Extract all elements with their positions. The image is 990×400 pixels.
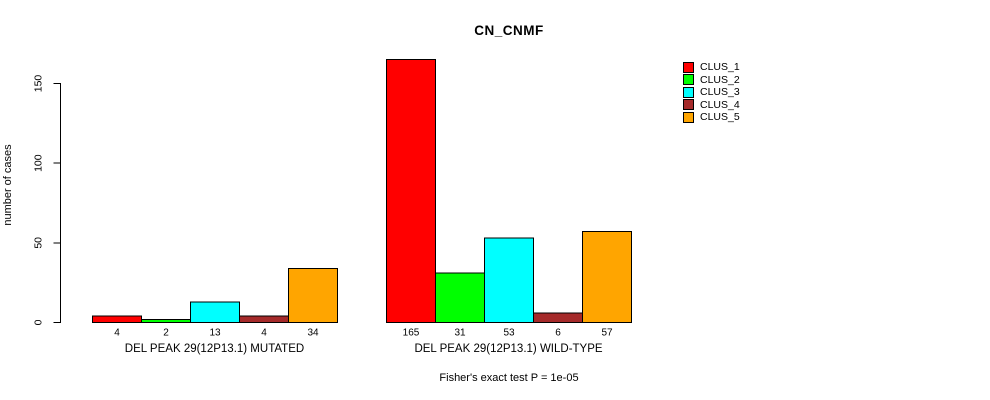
bar-clus_5-group2: [582, 231, 632, 323]
y-tick-label: 150: [33, 75, 45, 93]
legend-swatch-clus_2: [683, 74, 694, 86]
y-tick-label: 0: [33, 319, 45, 325]
bar-clus_1-group2: [386, 59, 436, 323]
legend-item-clus_5: CLUS_5: [683, 111, 740, 124]
y-tick-label: 100: [33, 154, 45, 172]
bar-value-label: 2: [163, 328, 169, 339]
bar-clus_5-group1: [288, 267, 338, 323]
legend-label: CLUS_1: [700, 61, 740, 74]
bar-clus_4-group2: [533, 312, 583, 324]
bar-value-label: 57: [601, 328, 613, 339]
legend-label: CLUS_2: [700, 73, 740, 86]
bar-clus_3-group2: [484, 237, 534, 323]
group-label-mutated: DEL PEAK 29(12P13.1) MUTATED: [124, 343, 305, 355]
y-tick-label: 50: [33, 237, 45, 249]
legend-swatch-clus_4: [683, 99, 694, 111]
bar-clus_4-group1: [239, 315, 289, 324]
bar-value-label: 165: [403, 328, 420, 339]
bar-clus_3-group1: [190, 301, 240, 323]
bar-value-label: 6: [555, 328, 561, 339]
legend-label: CLUS_4: [700, 98, 740, 111]
legend-item-clus_4: CLUS_4: [683, 99, 740, 112]
bar-value-label: 13: [209, 328, 221, 339]
bar-value-label: 4: [261, 328, 267, 339]
chart-title: CN_CNMF: [474, 23, 544, 38]
legend-item-clus_2: CLUS_2: [683, 74, 740, 87]
fisher-test-caption: Fisher's exact test P = 1e-05: [439, 372, 579, 384]
legend-swatch-clus_1: [683, 61, 694, 73]
legend: CLUS_1 CLUS_2 CLUS_3 CLUS_4 CLUS_5: [683, 61, 740, 124]
legend-item-clus_3: CLUS_3: [683, 86, 740, 99]
bar-clus_1-group1: [92, 315, 142, 324]
legend-swatch-clus_3: [683, 86, 694, 98]
legend-label: CLUS_3: [700, 86, 740, 99]
legend-label: CLUS_5: [700, 111, 740, 124]
bar-value-label: 34: [307, 328, 319, 339]
group-label-wild-type: DEL PEAK 29(12P13.1) WILD-TYPE: [414, 343, 603, 355]
bar-value-label: 53: [503, 328, 515, 339]
bar-clus_2-group1: [141, 318, 191, 323]
legend-swatch-clus_5: [683, 111, 694, 123]
bar-value-label: 4: [114, 328, 120, 339]
bar-value-label: 31: [454, 328, 466, 339]
legend-item-clus_1: CLUS_1: [683, 61, 740, 74]
bar-clus_2-group2: [435, 272, 485, 323]
